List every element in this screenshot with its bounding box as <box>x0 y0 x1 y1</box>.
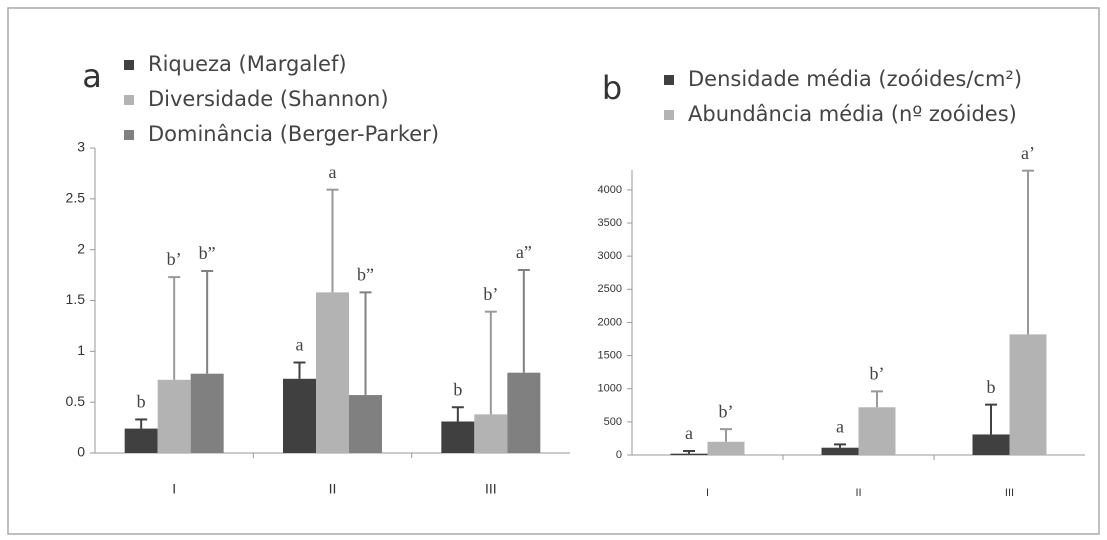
legend-label: Dominância (Berger-Parker) <box>148 122 439 146</box>
legend-swatch <box>664 75 674 85</box>
bar <box>316 292 349 453</box>
bar <box>670 453 708 455</box>
bar <box>124 428 158 453</box>
x-tick-label: I <box>706 487 709 499</box>
panel-label: b <box>602 69 622 107</box>
x-tick-label: III <box>485 481 497 497</box>
y-tick-label: 3 <box>77 139 85 155</box>
significance-letter: b’ <box>483 284 498 304</box>
y-tick-label: 2.5 <box>66 190 86 206</box>
significance-letter: a <box>329 162 337 182</box>
bar <box>283 378 316 453</box>
significance-letter: a” <box>516 242 532 262</box>
bar <box>190 373 224 453</box>
significance-letter: a <box>836 417 844 437</box>
significance-letter: b <box>987 377 996 397</box>
significance-letter: a’ <box>1021 143 1035 163</box>
bar <box>858 407 896 455</box>
y-tick-label: 2 <box>77 240 85 256</box>
bar <box>972 434 1010 455</box>
x-tick-label: III <box>1005 487 1014 499</box>
legend-label: Diversidade (Shannon) <box>148 87 389 111</box>
significance-letter: b’ <box>870 363 885 383</box>
bar <box>349 395 382 453</box>
panel-label: a <box>82 57 102 95</box>
bar <box>474 414 508 453</box>
y-tick-label: 1 <box>77 342 85 358</box>
legend-swatch <box>124 60 134 70</box>
bar <box>157 379 191 453</box>
legend-label: Abundância média (nº zoóides) <box>688 102 1017 126</box>
y-tick-label: 3500 <box>598 217 622 229</box>
bar <box>507 372 541 453</box>
y-tick-label: 0.5 <box>66 393 86 409</box>
x-tick-label: II <box>855 487 861 499</box>
bar <box>441 421 475 453</box>
significance-letter: b’ <box>719 401 734 421</box>
y-tick-label: 1.5 <box>66 291 86 307</box>
y-tick-label: 2500 <box>598 283 622 295</box>
x-tick-label: II <box>329 481 337 497</box>
y-tick-label: 2000 <box>598 316 622 328</box>
bar <box>707 441 745 455</box>
legend-label: Densidade média (zoóides/cm²) <box>688 67 1022 91</box>
y-tick-label: 3000 <box>598 250 622 262</box>
significance-letter: b <box>453 379 462 399</box>
legend-swatch <box>664 110 674 120</box>
bar <box>1009 334 1047 455</box>
significance-letter: b” <box>357 264 374 284</box>
y-tick-label: 1000 <box>598 383 622 395</box>
x-tick-label: I <box>172 481 176 497</box>
significance-letter: b’ <box>167 249 182 269</box>
significance-letter: a <box>685 423 693 443</box>
legend-swatch <box>124 95 134 105</box>
y-tick-label: 0 <box>616 449 622 461</box>
y-tick-label: 0 <box>77 444 85 460</box>
significance-letter: b” <box>199 243 216 263</box>
y-tick-label: 4000 <box>598 184 622 196</box>
y-tick-label: 1500 <box>598 349 622 361</box>
y-tick-label: 500 <box>604 416 622 428</box>
bar <box>821 447 859 455</box>
legend-label: Riqueza (Margalef) <box>148 52 347 76</box>
significance-letter: a <box>296 335 304 355</box>
legend-swatch <box>124 130 134 140</box>
significance-letter: b <box>137 392 146 412</box>
